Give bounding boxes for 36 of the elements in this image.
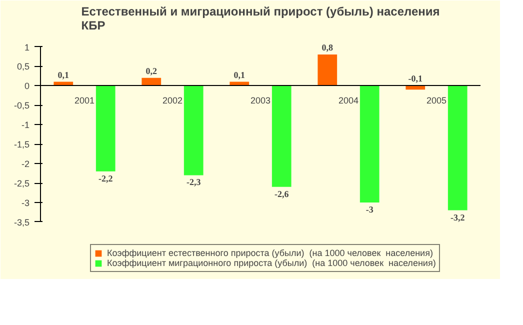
bar <box>448 86 468 210</box>
bar <box>406 86 426 90</box>
x-tick-label: 2002 <box>162 96 183 106</box>
bar <box>184 86 204 176</box>
data-label: -3,2 <box>450 212 466 222</box>
data-label: -2,2 <box>98 173 114 184</box>
data-label: 0,1 <box>234 70 246 80</box>
y-tick-label: 1 <box>24 42 30 52</box>
bar <box>142 78 162 86</box>
y-tick-label: 0,5 <box>16 62 30 72</box>
y-tick-label: -3 <box>22 198 30 208</box>
data-label: 0,2 <box>146 66 158 76</box>
bar <box>360 86 380 202</box>
y-tick-label: -3,5 <box>14 217 30 228</box>
y-tick-label: -1 <box>22 120 30 130</box>
data-label: -2,3 <box>186 177 202 188</box>
y-tick-label: -2,5 <box>14 178 30 189</box>
bar <box>272 86 292 187</box>
bar <box>96 86 116 172</box>
x-tick-label: 2004 <box>338 96 359 106</box>
legend-label: Коэффициент естественного прироста (убыли) (на 1000 человек населения) <box>107 248 433 258</box>
y-tick-label: -2 <box>22 159 30 170</box>
x-tick-label: 2005 <box>426 96 447 106</box>
y-tick-label: 0 <box>24 81 30 92</box>
data-label: -2,6 <box>274 188 290 199</box>
x-tick-label: 2001 <box>74 96 95 106</box>
legend-label: Коэффициент миграционного прироста (убыли) (на 1000 человек населения) <box>107 258 436 268</box>
y-tick-label: -0,5 <box>14 100 30 111</box>
y-tick-label: -1,5 <box>14 140 30 150</box>
data-label: -0,1 <box>408 74 424 84</box>
chart-title: Естественный и миграционный прирост (убыль) населения КБР <box>81 4 440 32</box>
data-label: -3 <box>366 204 374 214</box>
x-tick-label: 2003 <box>250 96 271 106</box>
data-label: 0,1 <box>58 70 70 80</box>
bar <box>318 54 338 86</box>
data-label: 0,8 <box>322 42 334 53</box>
